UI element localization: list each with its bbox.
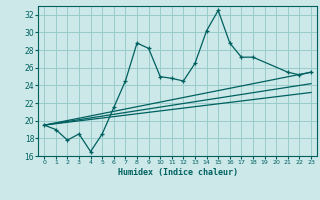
X-axis label: Humidex (Indice chaleur): Humidex (Indice chaleur) [118, 168, 238, 177]
